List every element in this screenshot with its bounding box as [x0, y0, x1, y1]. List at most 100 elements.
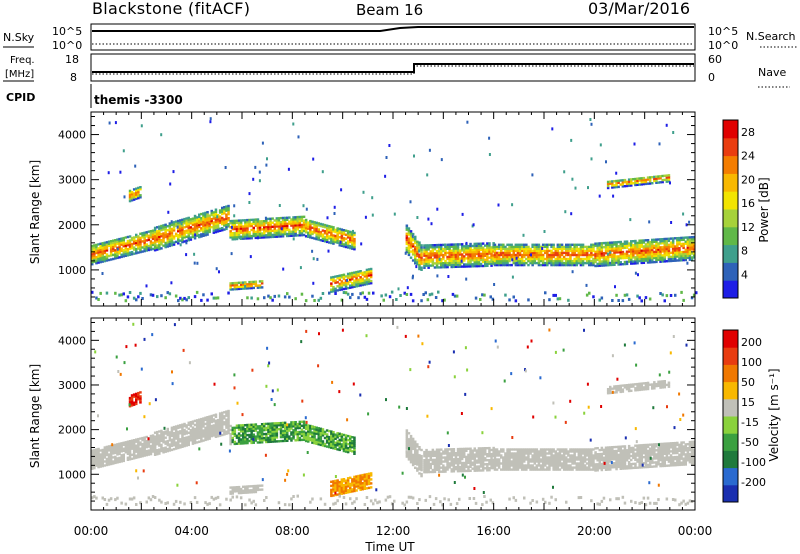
power-cell [227, 223, 230, 226]
power-cell [467, 255, 470, 258]
velocity-cell [193, 423, 197, 427]
power-cell [330, 239, 333, 243]
velocity-cell [460, 465, 464, 469]
power-cell [311, 220, 314, 223]
power-cell [560, 245, 564, 249]
power-cell [636, 183, 639, 186]
power-cell [302, 227, 306, 231]
velocity-cell [162, 449, 165, 452]
velocity-cell [452, 470, 456, 473]
velocity-cell [271, 438, 274, 441]
velocity-cell [200, 421, 203, 425]
power-cell [298, 215, 302, 219]
velocity-cell [516, 458, 520, 461]
power-cell [216, 224, 220, 227]
velocity-cell [137, 448, 140, 451]
power-cell [145, 247, 148, 250]
power-cell [648, 220, 651, 224]
power-cell [334, 230, 337, 234]
power-cell [292, 228, 295, 231]
power-cell [340, 244, 344, 247]
power-cell [250, 234, 253, 238]
power-cell [239, 281, 243, 284]
power-cell [615, 293, 618, 297]
velocity-cell [298, 432, 302, 436]
power-cell [357, 270, 360, 273]
power-cell [258, 230, 262, 233]
power-cell [283, 222, 287, 226]
power-cell [625, 242, 629, 245]
velocity-cell [214, 423, 218, 426]
power-cell [91, 259, 94, 262]
velocity-cell [120, 458, 123, 461]
power-cell [657, 238, 660, 241]
power-cell [676, 243, 679, 246]
velocity-cell [162, 431, 165, 434]
power-cell [151, 229, 155, 232]
power-cell [162, 238, 165, 241]
power-cell [615, 245, 618, 248]
power-cell [181, 232, 184, 236]
power-cell [435, 245, 439, 249]
velocity-cell [267, 422, 270, 425]
power-cell [409, 234, 413, 237]
power-cell [298, 226, 302, 229]
velocity-cell [437, 466, 441, 469]
velocity-cell [124, 451, 128, 454]
power-cell [135, 249, 138, 253]
velocity-cell [477, 447, 481, 450]
velocity-cell [411, 447, 415, 451]
velocity-cell [512, 466, 515, 469]
velocity-cell [518, 464, 522, 467]
power-cell [292, 232, 295, 235]
velocity-cell [283, 435, 287, 439]
velocity-cell [458, 465, 462, 469]
power-cell [669, 255, 673, 259]
velocity-cell [181, 443, 184, 446]
velocity-cell [418, 448, 421, 451]
power-cell [562, 247, 566, 251]
power-cell [571, 263, 574, 267]
velocity-cell [156, 449, 159, 452]
power-cell [690, 240, 694, 243]
power-cell [298, 230, 302, 233]
velocity-cell [250, 433, 253, 436]
power-cell [202, 220, 205, 223]
power-cell [287, 167, 290, 171]
velocity-cell [411, 453, 415, 457]
power-cell [625, 244, 629, 247]
power-cell [145, 245, 148, 248]
power-cell [239, 219, 243, 222]
velocity-cell [420, 456, 423, 460]
power-cell [450, 255, 453, 258]
power-cell [143, 231, 146, 234]
power-cell [676, 237, 679, 240]
power-cell [682, 212, 685, 216]
velocity-cell [469, 449, 472, 452]
velocity-cell [195, 437, 199, 440]
power-cell [651, 246, 654, 250]
power-cell [248, 231, 251, 234]
power-cell [233, 225, 237, 229]
power-cell [638, 257, 641, 261]
velocity-cell [490, 454, 493, 458]
velocity-cell [275, 440, 279, 443]
nsky-tick-bottom: 10^0 [52, 39, 82, 52]
power-cell [630, 254, 633, 257]
velocity-cell [416, 449, 419, 452]
power-cell [330, 282, 333, 285]
power-cell [275, 219, 279, 222]
velocity-cell [227, 419, 230, 423]
power-cell [168, 226, 172, 229]
power-cell [128, 189, 132, 193]
power-cell [465, 249, 468, 252]
power-cell [332, 279, 335, 283]
velocity-cell [279, 427, 283, 431]
velocity-cell [221, 411, 224, 415]
power-cell [340, 276, 344, 279]
power-cell [208, 222, 211, 225]
power-cell [527, 245, 530, 249]
power-cell [508, 259, 511, 263]
velocity-cell [277, 424, 281, 427]
power-cell [685, 223, 688, 227]
